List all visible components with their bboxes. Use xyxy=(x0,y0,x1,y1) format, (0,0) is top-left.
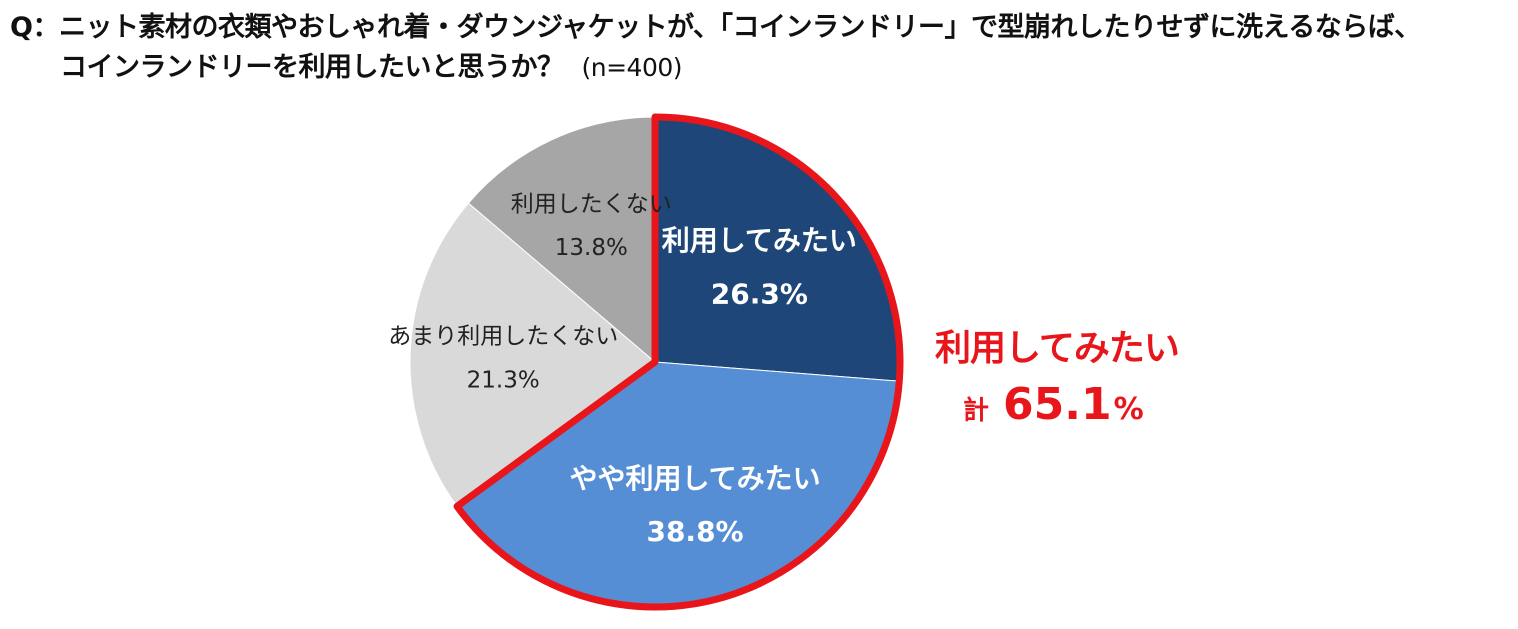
pie-value-label-4: 13.8% xyxy=(555,235,628,261)
total-callout: 利用してみたい 計 65.1% xyxy=(935,325,1195,430)
highlight-outline xyxy=(453,113,904,611)
total-prefix: 計 xyxy=(963,396,990,426)
pie-value-label-2: 38.8% xyxy=(646,515,743,548)
pie-value-label-1: 26.3% xyxy=(711,277,808,310)
pie-label-2: やや利用してみたい xyxy=(569,462,820,495)
total-label: 利用してみたい xyxy=(935,328,1180,369)
pie-label-4: 利用したくない xyxy=(511,191,672,217)
pie-label-1: 利用してみたい xyxy=(662,224,857,257)
pie-value-label-3: 21.3% xyxy=(467,367,540,393)
pie-label-3: あまり利用したくない xyxy=(388,324,618,350)
title-line-1: Q：ニット素材の衣類やおしゃれ着・ダウンジャケットが、「コインランドリー」で型崩… xyxy=(10,12,1421,43)
total-number: 65.1 xyxy=(1003,379,1112,430)
pie-slice-4 xyxy=(467,116,656,364)
pie-slice-3 xyxy=(409,202,656,508)
title-line-2: コインランドリーを利用したいと思うか？ (n=400) xyxy=(10,48,1510,88)
total-unit: % xyxy=(1113,392,1144,427)
question-title: Q：ニット素材の衣類やおしゃれ着・ダウンジャケットが、「コインランドリー」で型崩… xyxy=(10,8,1510,88)
sample-size: (n=400) xyxy=(581,53,683,82)
total-value-row: 計 65.1% xyxy=(935,379,1195,430)
title-line-2-text: コインランドリーを利用したいと思うか？ xyxy=(60,52,564,83)
